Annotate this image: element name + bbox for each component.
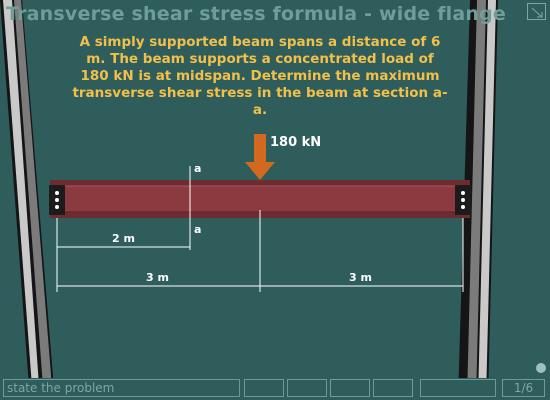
dimension-lines — [56, 210, 464, 292]
blank-control — [420, 379, 496, 397]
right-column — [458, 0, 498, 400]
forward-button[interactable] — [373, 379, 413, 397]
dim-3m-left-label: 3 m — [146, 271, 169, 284]
section-label-bottom: a — [194, 223, 201, 236]
section-label-top: a — [194, 162, 201, 175]
status-text: state the problem — [3, 379, 240, 397]
load-arrow — [245, 134, 275, 180]
load-label: 180 kN — [270, 135, 321, 150]
back-button[interactable] — [287, 379, 327, 397]
dim-3m-right-label: 3 m — [349, 271, 372, 284]
left-connection — [49, 185, 65, 215]
page-indicator: 1/6 — [502, 379, 545, 397]
page-total: 6 — [525, 381, 534, 395]
indicator-dot-icon — [536, 363, 546, 373]
right-connection — [455, 185, 471, 215]
page-separator: / — [521, 381, 526, 395]
page-title: Transverse shear stress formula - wide f… — [6, 3, 507, 25]
expand-icon[interactable] — [527, 3, 546, 20]
dim-2m-label: 2 m — [112, 232, 135, 245]
left-column — [0, 0, 55, 400]
page-current: 1 — [513, 381, 522, 395]
rewind-button[interactable] — [244, 379, 284, 397]
play-button[interactable] — [330, 379, 370, 397]
problem-statement: A simply supported beam spans a distance… — [72, 34, 448, 118]
